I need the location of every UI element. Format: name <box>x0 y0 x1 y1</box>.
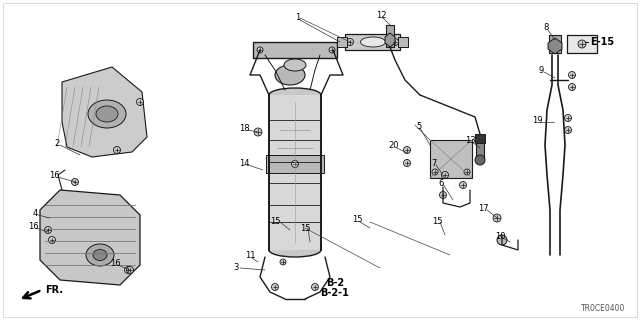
Text: 15: 15 <box>352 214 362 223</box>
Circle shape <box>280 259 286 265</box>
Circle shape <box>493 214 501 222</box>
Bar <box>345 34 400 50</box>
Ellipse shape <box>269 243 321 257</box>
Circle shape <box>136 99 143 106</box>
Circle shape <box>432 169 438 175</box>
Bar <box>253 42 337 58</box>
Text: 6: 6 <box>438 179 444 188</box>
Text: 13: 13 <box>465 135 476 145</box>
Circle shape <box>568 71 575 78</box>
Circle shape <box>254 128 262 136</box>
Text: E-15: E-15 <box>590 37 614 47</box>
Bar <box>398 37 408 47</box>
Text: 10: 10 <box>495 231 505 241</box>
Text: 16: 16 <box>49 171 60 180</box>
Circle shape <box>440 191 447 198</box>
Text: 11: 11 <box>244 252 255 260</box>
Text: 20: 20 <box>388 140 399 149</box>
Ellipse shape <box>96 106 118 122</box>
Circle shape <box>564 115 572 122</box>
Text: 8: 8 <box>543 22 548 31</box>
Circle shape <box>127 267 134 274</box>
Circle shape <box>403 159 410 166</box>
Bar <box>567 35 597 53</box>
Text: 12: 12 <box>376 11 387 20</box>
Circle shape <box>113 147 120 154</box>
Ellipse shape <box>93 250 107 260</box>
Circle shape <box>464 169 470 175</box>
Circle shape <box>125 267 131 274</box>
Circle shape <box>564 126 572 133</box>
Bar <box>266 155 324 173</box>
Circle shape <box>460 181 467 188</box>
Text: B-2: B-2 <box>326 278 344 288</box>
Circle shape <box>291 161 298 167</box>
Polygon shape <box>40 190 140 285</box>
Circle shape <box>497 235 507 245</box>
Circle shape <box>49 236 56 244</box>
Text: 15: 15 <box>300 223 310 233</box>
Text: B-2-1: B-2-1 <box>321 288 349 298</box>
Circle shape <box>403 147 410 154</box>
Text: 2: 2 <box>54 139 60 148</box>
Circle shape <box>271 284 278 291</box>
Bar <box>476 142 484 160</box>
Text: TR0CE0400: TR0CE0400 <box>580 304 625 313</box>
Circle shape <box>475 155 485 165</box>
Circle shape <box>329 47 335 53</box>
Bar <box>430 140 472 178</box>
Text: 16: 16 <box>109 259 120 268</box>
Circle shape <box>346 38 353 45</box>
Text: 7: 7 <box>431 158 436 167</box>
Text: 15: 15 <box>432 217 442 226</box>
Circle shape <box>312 284 319 291</box>
Text: 15: 15 <box>269 217 280 226</box>
Text: 5: 5 <box>417 122 422 131</box>
Text: FR.: FR. <box>45 285 63 295</box>
Ellipse shape <box>360 37 385 47</box>
FancyBboxPatch shape <box>269 95 321 250</box>
Circle shape <box>45 227 51 234</box>
Circle shape <box>578 40 586 48</box>
Text: 18: 18 <box>239 124 250 132</box>
Text: 4: 4 <box>33 209 38 218</box>
Circle shape <box>568 84 575 91</box>
Circle shape <box>257 47 263 53</box>
Ellipse shape <box>269 88 321 102</box>
Bar <box>475 134 485 143</box>
Text: 14: 14 <box>239 158 249 167</box>
Text: 19: 19 <box>532 116 542 124</box>
Text: 16: 16 <box>28 221 38 230</box>
Bar <box>337 37 347 47</box>
Ellipse shape <box>88 100 126 128</box>
Ellipse shape <box>284 59 306 71</box>
Polygon shape <box>548 38 562 54</box>
Circle shape <box>392 38 399 45</box>
Bar <box>549 35 561 53</box>
Text: 3: 3 <box>234 263 239 273</box>
Circle shape <box>442 172 449 179</box>
Polygon shape <box>385 33 395 47</box>
Polygon shape <box>62 67 147 157</box>
Ellipse shape <box>86 244 114 266</box>
Text: 17: 17 <box>477 204 488 212</box>
Circle shape <box>72 179 79 186</box>
Text: 1: 1 <box>296 12 301 21</box>
Text: 9: 9 <box>538 66 543 75</box>
Ellipse shape <box>275 65 305 85</box>
Bar <box>386 25 394 47</box>
